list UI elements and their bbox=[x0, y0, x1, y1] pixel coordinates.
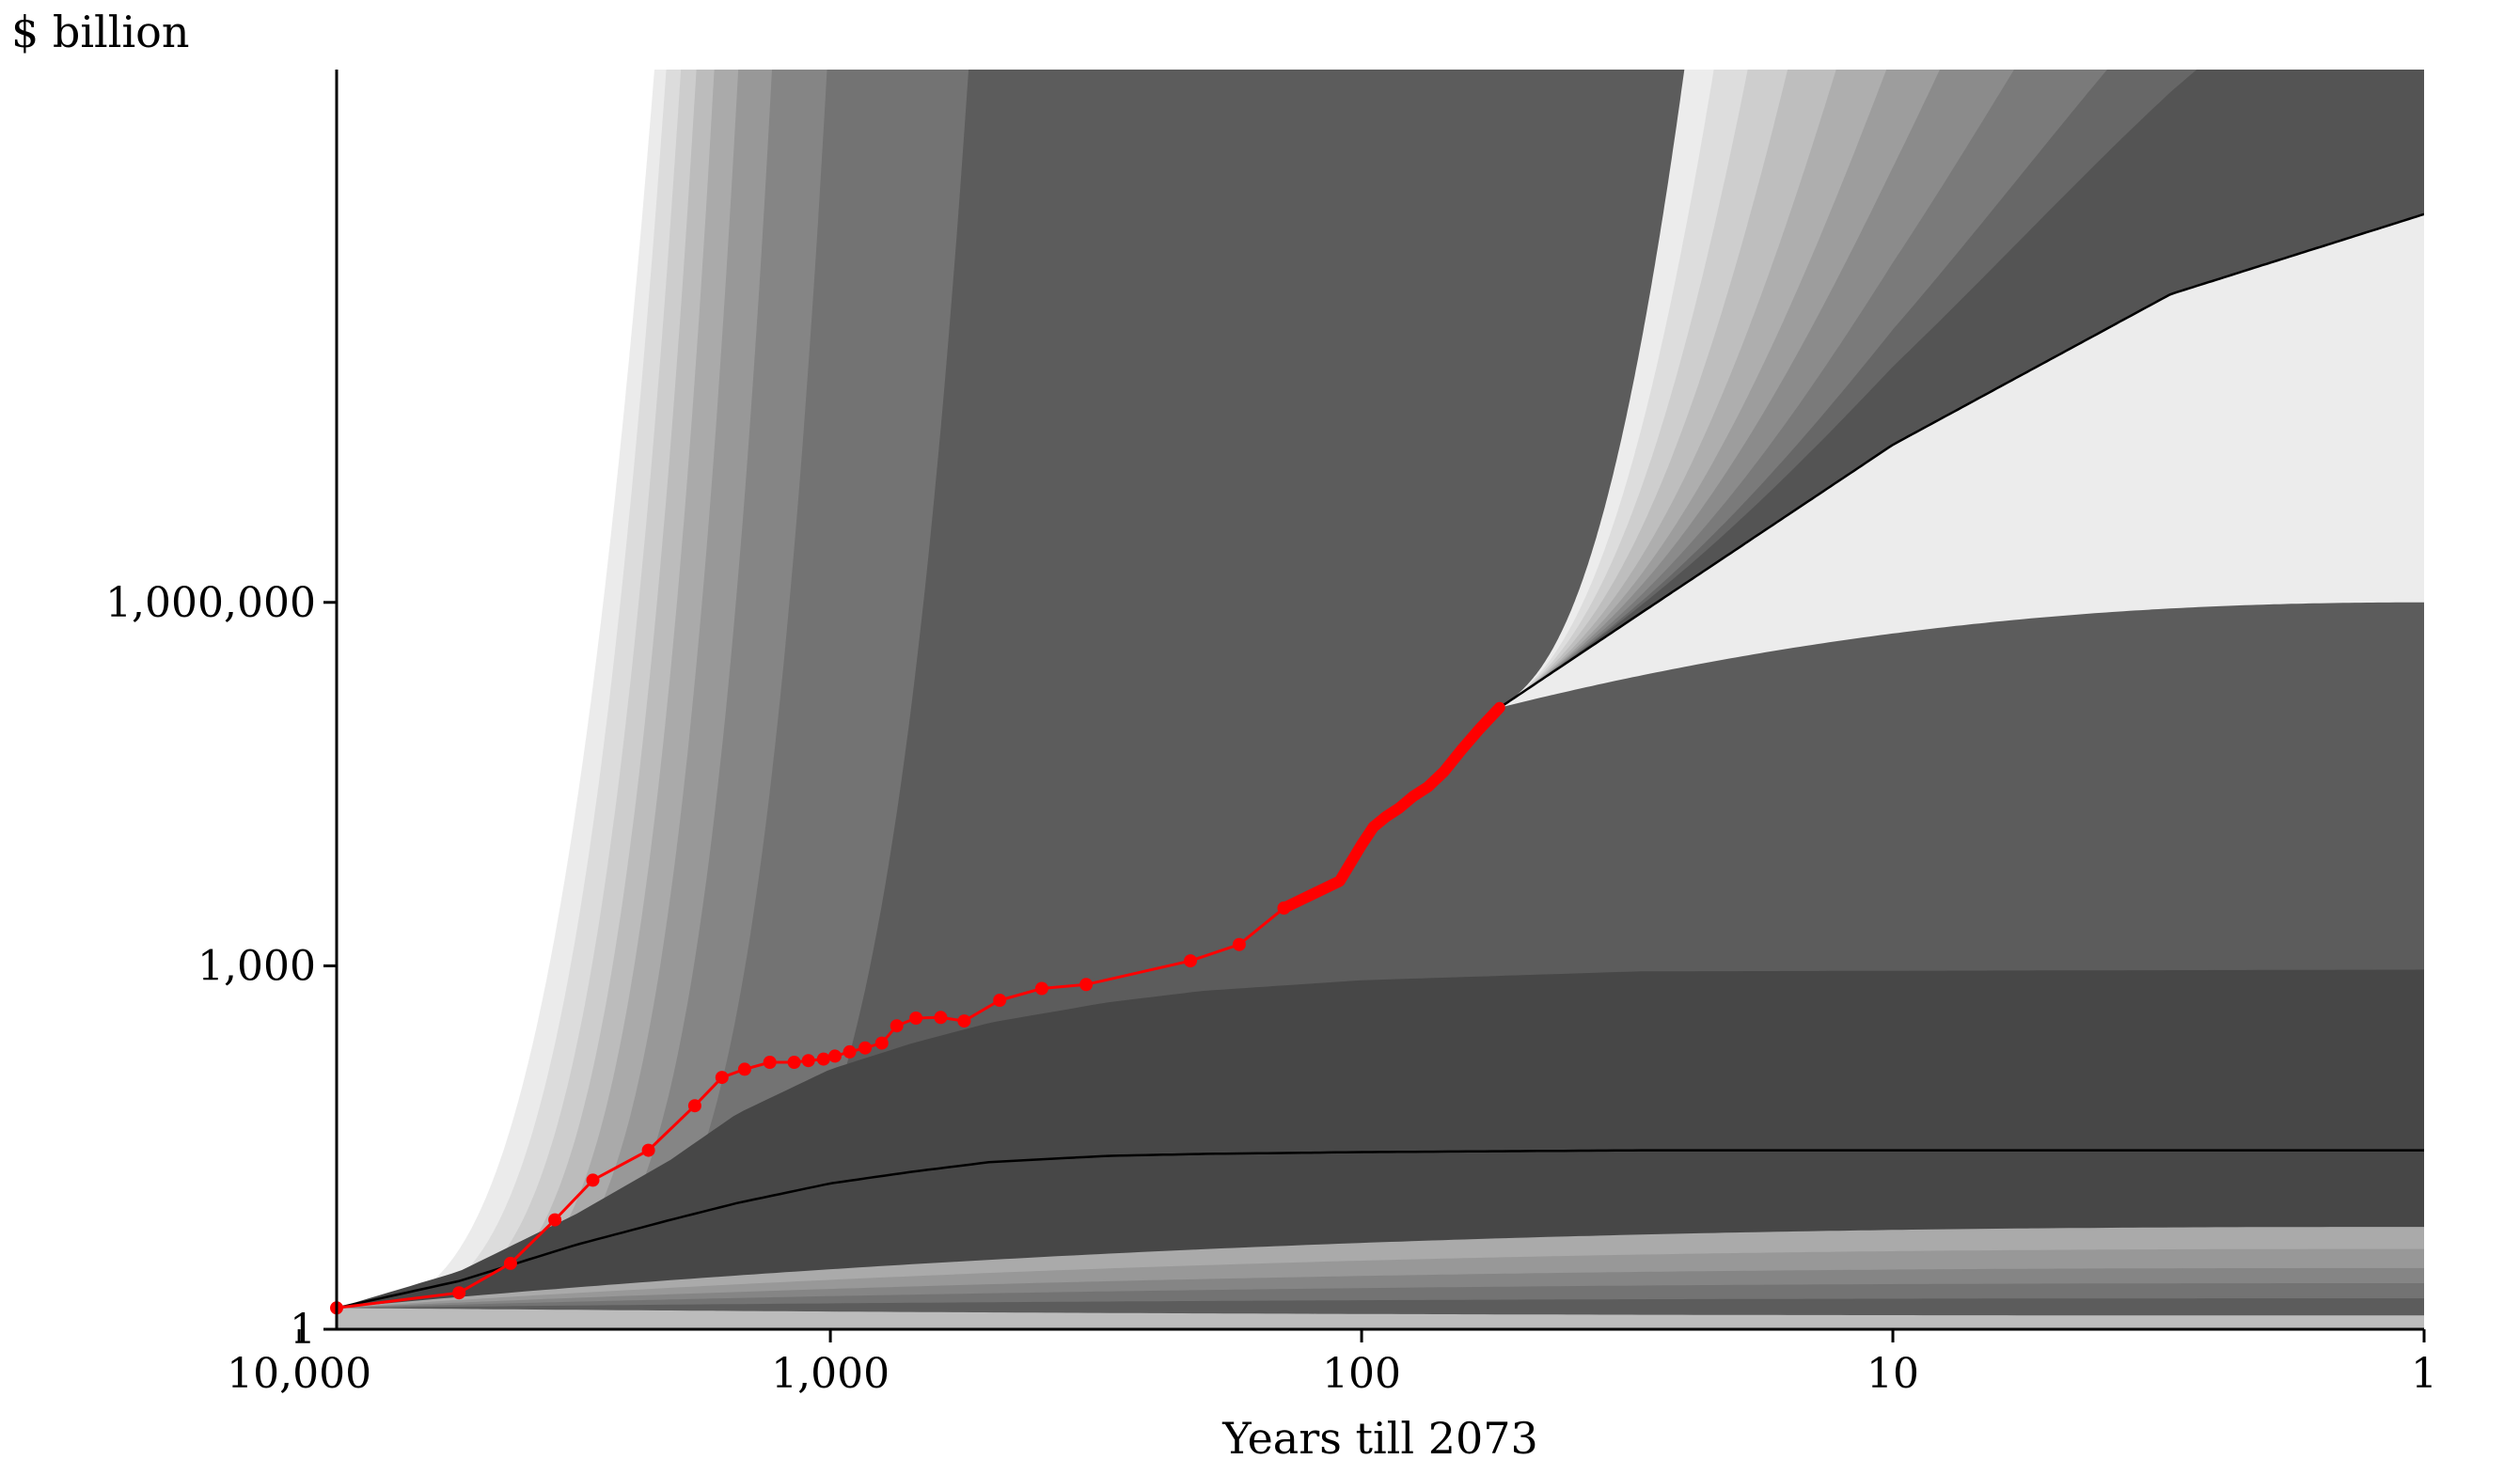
median-lines bbox=[337, 212, 2424, 1310]
y-tick-label: 1,000,000 bbox=[105, 579, 316, 627]
series-line-dense bbox=[1278, 701, 1505, 914]
fan-chart-bands bbox=[337, 70, 2424, 1329]
series-point bbox=[763, 1056, 777, 1069]
series-point bbox=[452, 1286, 466, 1300]
series-point bbox=[858, 1041, 873, 1055]
series-point bbox=[890, 1019, 904, 1033]
historical-series bbox=[330, 701, 1505, 1315]
x-tick-label: 10 bbox=[1866, 1350, 1919, 1398]
x-tick-label: 1,000 bbox=[771, 1350, 890, 1398]
x-tick-label: 10,000 bbox=[227, 1350, 371, 1398]
series-point bbox=[1079, 978, 1094, 992]
series-point bbox=[548, 1213, 562, 1227]
series-point bbox=[715, 1071, 729, 1085]
series-point bbox=[503, 1256, 517, 1270]
series-point bbox=[586, 1173, 600, 1187]
background-median-line bbox=[337, 1149, 2424, 1310]
series-point bbox=[957, 1014, 971, 1028]
series-point bbox=[828, 1049, 842, 1063]
series-point bbox=[816, 1052, 830, 1066]
forecast-fan-lower-band bbox=[1499, 213, 2424, 708]
series-point bbox=[787, 1056, 801, 1069]
series-point bbox=[737, 1062, 751, 1076]
series-point bbox=[687, 1099, 701, 1113]
y-tick-label: 1 bbox=[290, 1306, 316, 1354]
series-point bbox=[801, 1054, 815, 1068]
background-fan-lower-band bbox=[337, 1308, 2424, 1329]
axes: 1 1,000 1,000,000 10,000 1,000 100 10 1 bbox=[105, 70, 2437, 1398]
forecast-median-line bbox=[1499, 212, 2424, 709]
y-tick-label: 1,000 bbox=[197, 942, 316, 990]
series-point bbox=[874, 1036, 889, 1050]
series-point bbox=[641, 1143, 655, 1157]
series-point bbox=[1184, 954, 1197, 968]
series-point bbox=[934, 1011, 948, 1025]
x-tick-label: 1 bbox=[2411, 1350, 2437, 1398]
series-point bbox=[909, 1012, 923, 1025]
y-axis-label: $ billion bbox=[11, 7, 190, 57]
series-point bbox=[1232, 937, 1246, 951]
x-tick-label: 100 bbox=[1322, 1350, 1401, 1398]
series-point bbox=[993, 994, 1007, 1007]
series-point bbox=[843, 1044, 857, 1059]
x-axis-label: Years till 2073 bbox=[1221, 1413, 1538, 1459]
forecast-fan-upper-band bbox=[1499, 70, 2424, 708]
series-point bbox=[1034, 981, 1048, 996]
series-point bbox=[1277, 901, 1291, 915]
